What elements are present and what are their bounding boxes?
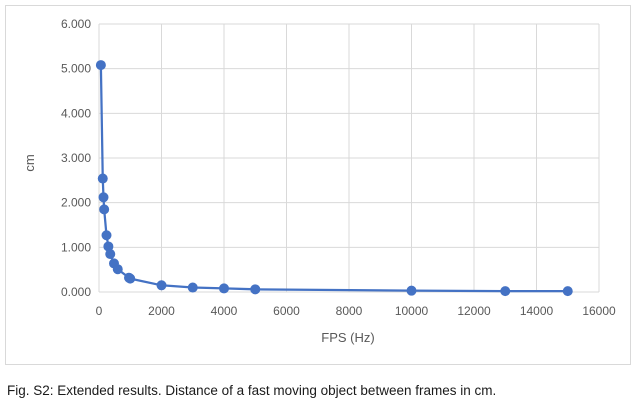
- y-tick-labels: 0.000 1.000 2.000 3.000 4.000 5.000 6.000: [61, 17, 91, 299]
- distance-vs-fps-chart: 0.000 1.000 2.000 3.000 4.000 5.000 6.000 0 200…: [22, 17, 616, 345]
- x-tick-label: 6000: [273, 304, 300, 318]
- x-tick-label: 12000: [457, 304, 491, 318]
- data-point: [500, 286, 511, 297]
- x-tick-label: 8000: [336, 304, 363, 318]
- x-tick-label: 14000: [520, 304, 554, 318]
- y-tick-label: 1.000: [61, 240, 91, 254]
- data-point: [406, 285, 417, 296]
- x-tick-label: 2000: [148, 304, 175, 318]
- data-point: [187, 282, 198, 293]
- x-tick-label: 4000: [211, 304, 238, 318]
- gridlines: [98, 23, 600, 293]
- series-line: [99, 65, 568, 293]
- x-tick-label: 16000: [582, 304, 616, 318]
- x-tick-labels: 0 2000 4000 6000 8000 10000 12000 14000 16000: [96, 304, 616, 318]
- data-point: [562, 286, 573, 297]
- data-point: [97, 173, 108, 184]
- y-tick-label: 0.000: [61, 285, 91, 299]
- y-tick-label: 4.000: [61, 106, 91, 120]
- figure-caption: Fig. S2: Extended results. Distance of a…: [7, 383, 497, 398]
- x-tick-label: 10000: [395, 304, 429, 318]
- data-point: [101, 230, 112, 241]
- data-point: [250, 284, 261, 295]
- data-point: [98, 192, 109, 203]
- data-point: [156, 280, 167, 291]
- y-tick-label: 6.000: [61, 17, 91, 31]
- data-point: [99, 204, 110, 215]
- y-tick-label: 5.000: [61, 62, 91, 76]
- data-point: [105, 249, 116, 260]
- x-tick-label: 0: [96, 304, 103, 318]
- data-point: [218, 283, 229, 294]
- chart-frame: 0.000 1.000 2.000 3.000 4.000 5.000 6.000 0 200…: [5, 5, 631, 365]
- y-axis-title: cm: [22, 154, 37, 171]
- data-points: [95, 60, 573, 297]
- data-point: [112, 264, 123, 275]
- y-tick-label: 3.000: [61, 151, 91, 165]
- x-axis-title: FPS (Hz): [321, 330, 374, 345]
- data-point: [125, 273, 136, 284]
- data-point: [95, 60, 106, 71]
- y-tick-label: 2.000: [61, 196, 91, 210]
